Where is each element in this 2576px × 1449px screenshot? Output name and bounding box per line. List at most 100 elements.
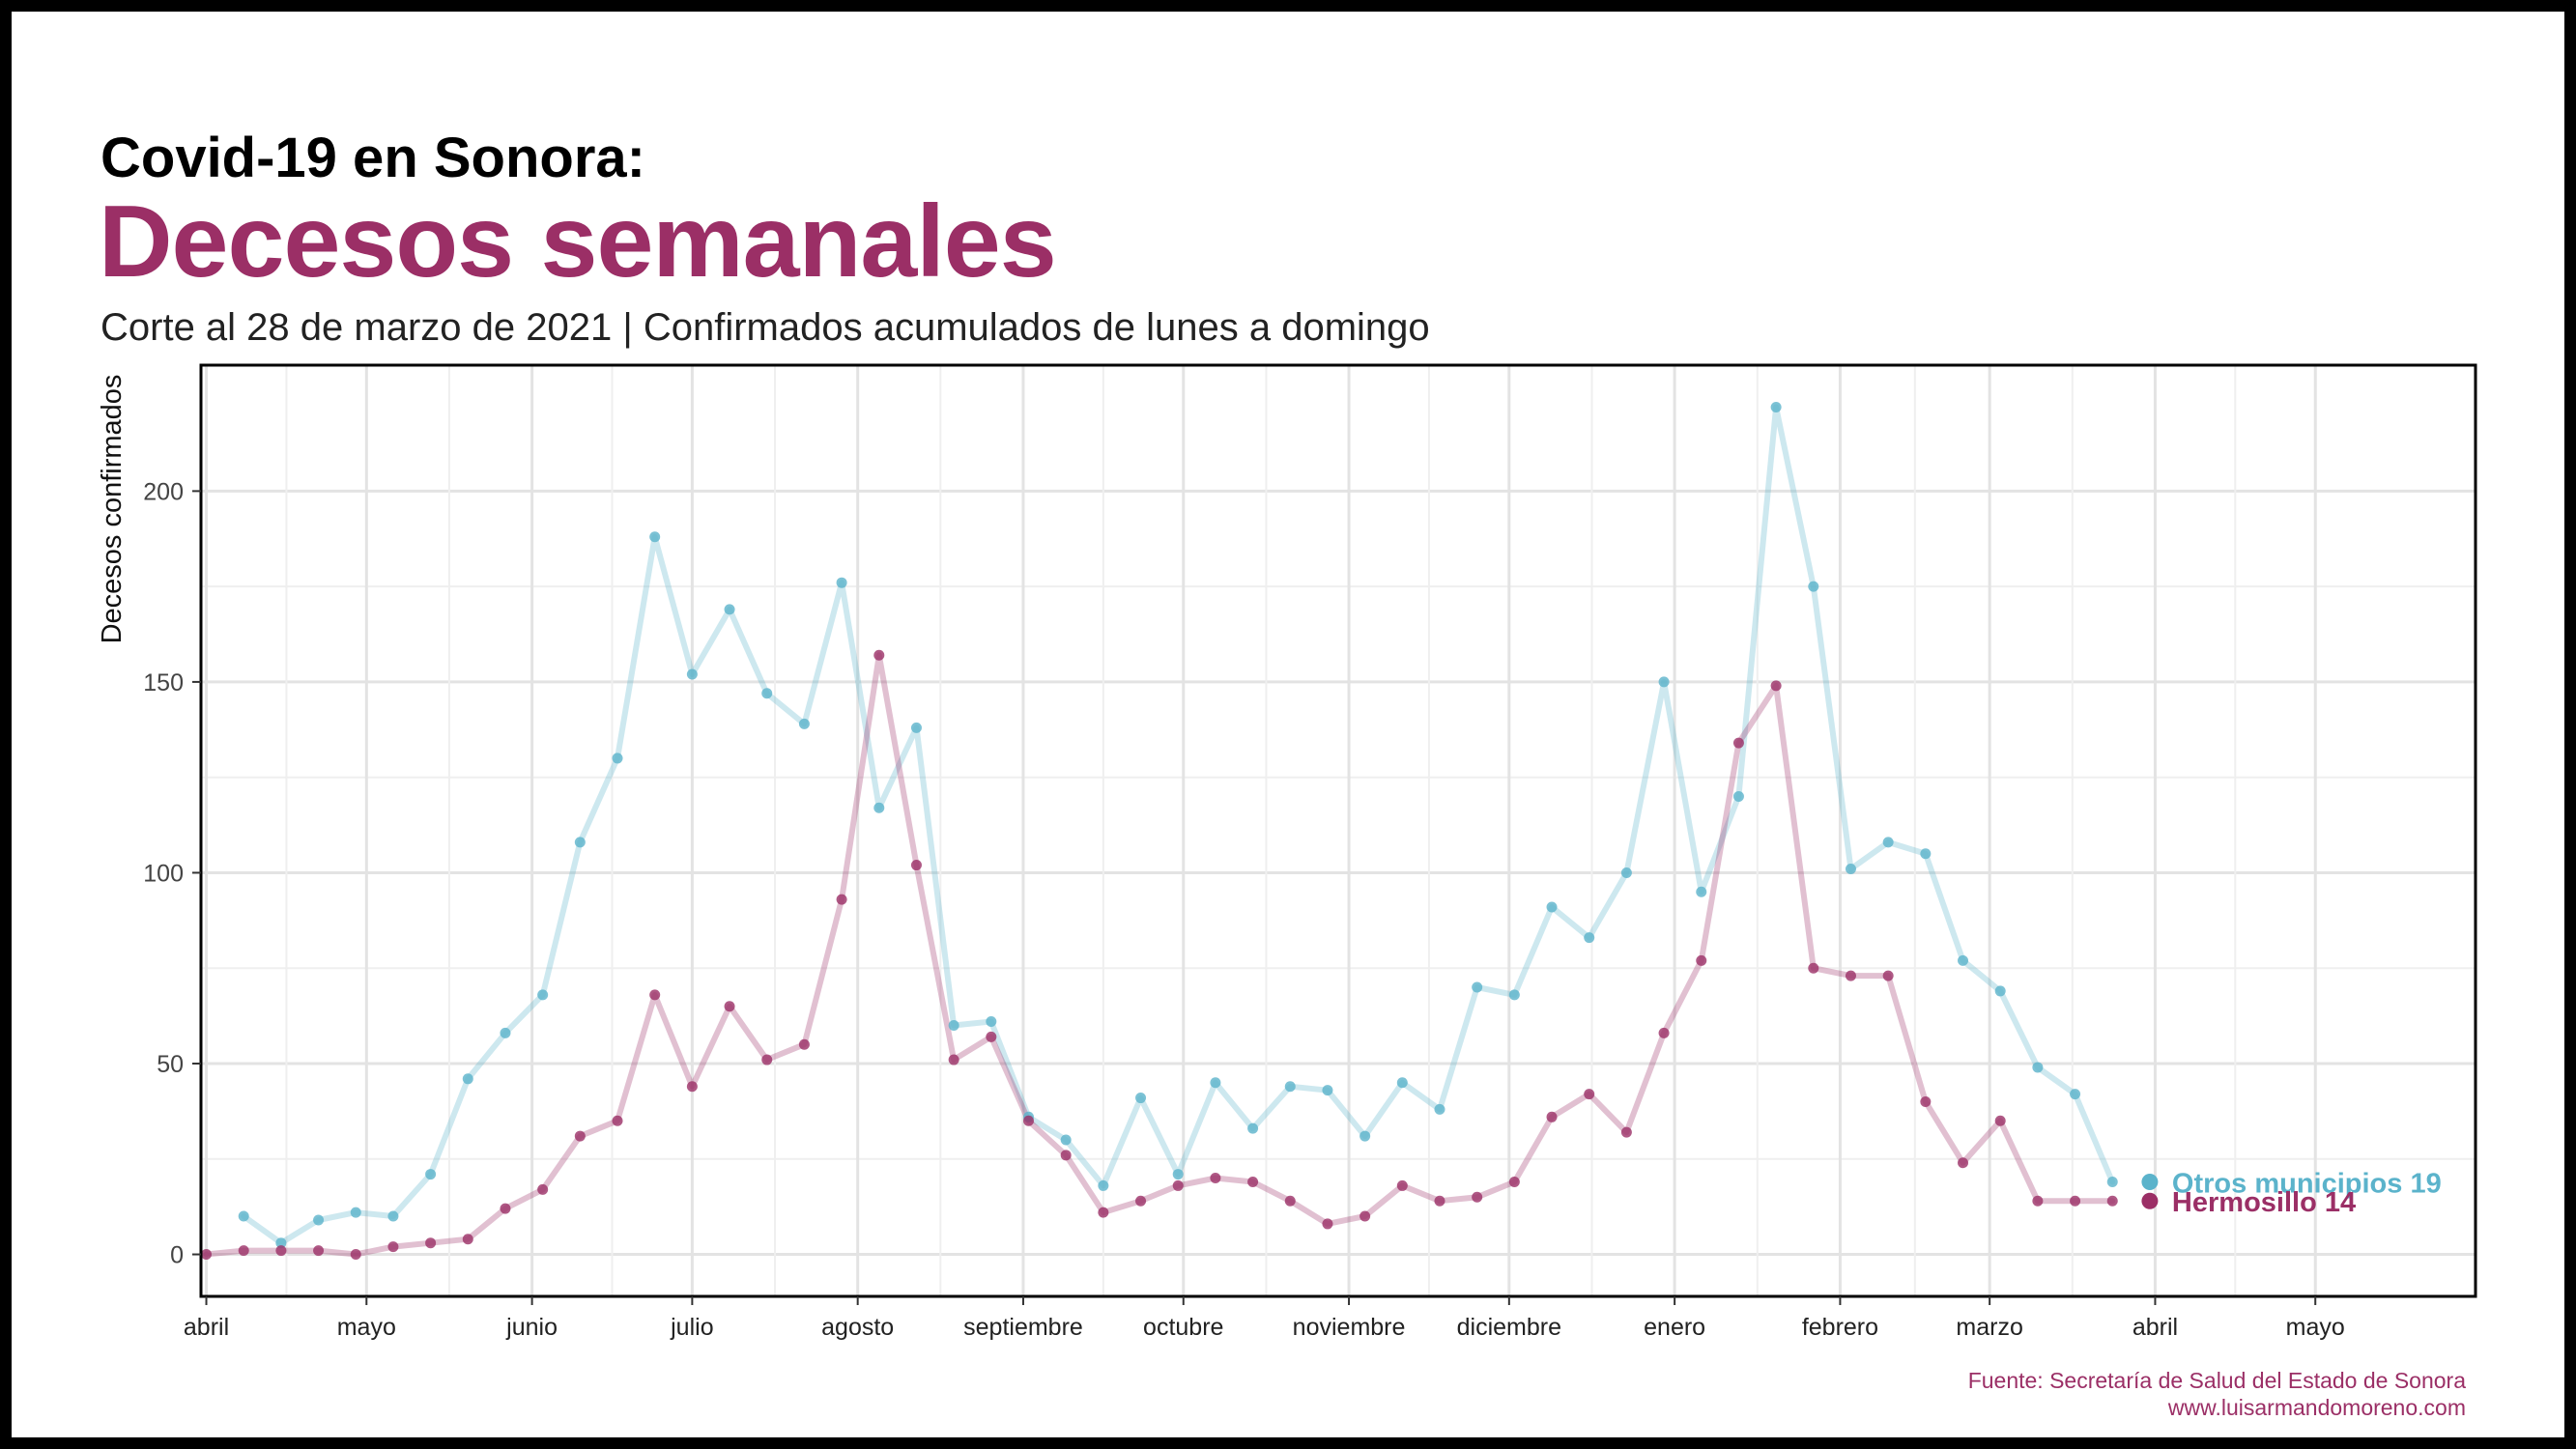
point-hermosillo xyxy=(2070,1195,2081,1207)
point-otros xyxy=(1247,1122,1259,1134)
point-hermosillo xyxy=(1434,1195,1445,1207)
point-otros xyxy=(2106,1176,2118,1187)
point-otros xyxy=(910,722,922,733)
x-tick-label: septiembre xyxy=(963,1314,1083,1341)
y-axis-title: Decesos confirmados xyxy=(97,375,128,644)
point-otros xyxy=(798,718,810,729)
point-hermosillo xyxy=(1060,1150,1072,1161)
point-hermosillo xyxy=(2106,1195,2118,1207)
point-hermosillo xyxy=(462,1234,473,1245)
point-otros xyxy=(1658,676,1670,688)
point-otros xyxy=(425,1169,437,1180)
point-hermosillo xyxy=(1845,970,1856,981)
x-tick-label: marzo xyxy=(1956,1314,2022,1341)
point-otros xyxy=(537,989,549,1001)
x-tick-label: mayo xyxy=(2286,1314,2345,1341)
x-tick-label: abril xyxy=(184,1314,229,1341)
y-tick-label: 150 xyxy=(143,669,184,696)
point-hermosillo xyxy=(836,894,847,905)
point-hermosillo xyxy=(1958,1157,1969,1169)
point-hermosillo xyxy=(686,1081,698,1093)
point-hermosillo xyxy=(1322,1218,1333,1230)
point-hermosillo xyxy=(2032,1195,2044,1207)
source-note: Fuente: Secretaría de Salud del Estado d… xyxy=(1967,1368,2466,1393)
point-otros xyxy=(1360,1130,1371,1142)
point-otros xyxy=(1994,985,2006,997)
point-otros xyxy=(761,688,773,699)
series-points xyxy=(201,401,2118,1261)
point-hermosillo xyxy=(1396,1179,1408,1191)
chart-subtitle: Corte al 28 de marzo de 2021 | Confirmad… xyxy=(100,306,1430,349)
point-otros xyxy=(1396,1077,1408,1089)
point-otros xyxy=(1434,1103,1445,1115)
point-otros xyxy=(686,668,698,680)
point-otros xyxy=(1172,1169,1184,1180)
website-credit: www.luisarmandomoreno.com xyxy=(2167,1395,2466,1420)
point-otros xyxy=(836,577,847,588)
point-hermosillo xyxy=(500,1203,511,1214)
point-otros xyxy=(724,604,735,615)
point-hermosillo xyxy=(1770,680,1782,692)
x-tick-label: noviembre xyxy=(1293,1314,1406,1341)
point-hermosillo xyxy=(1994,1115,2006,1126)
point-otros xyxy=(574,837,586,848)
point-otros xyxy=(387,1210,399,1222)
point-otros xyxy=(1060,1134,1072,1146)
grid-lines xyxy=(201,365,2476,1296)
line-otros xyxy=(241,404,2116,1246)
point-otros xyxy=(1210,1077,1221,1089)
point-otros xyxy=(612,753,623,764)
point-hermosillo xyxy=(724,1001,735,1012)
point-otros xyxy=(1958,954,1969,966)
point-hermosillo xyxy=(1098,1207,1109,1218)
point-hermosillo xyxy=(1546,1111,1558,1122)
end-label-hermosillo: Hermosillo 14 xyxy=(2172,1187,2356,1218)
point-hermosillo xyxy=(1808,962,1819,974)
x-tick-label: mayo xyxy=(337,1314,396,1341)
line-hermosillo xyxy=(203,652,2116,1258)
x-tick-label: diciembre xyxy=(1457,1314,1561,1341)
point-hermosillo xyxy=(1023,1115,1035,1126)
point-otros xyxy=(873,802,885,813)
point-hermosillo xyxy=(1696,954,1707,966)
point-otros xyxy=(1135,1093,1147,1104)
point-otros xyxy=(500,1027,511,1038)
point-hermosillo xyxy=(201,1249,213,1261)
point-hermosillo xyxy=(612,1115,623,1126)
end-label-otros: Otros municipios 19 xyxy=(2172,1168,2442,1199)
point-hermosillo xyxy=(910,860,922,871)
x-tick-label: julio xyxy=(670,1314,713,1341)
point-hermosillo xyxy=(649,989,661,1001)
y-tick-label: 0 xyxy=(170,1242,184,1269)
point-otros xyxy=(1732,790,1744,802)
plot-panel-border xyxy=(199,363,2477,1298)
point-otros xyxy=(1098,1179,1109,1191)
point-otros xyxy=(350,1207,361,1218)
point-otros xyxy=(238,1210,249,1222)
point-hermosillo xyxy=(1920,1096,1932,1108)
x-tick-label: abril xyxy=(2132,1314,2178,1341)
point-hermosillo xyxy=(1247,1176,1259,1187)
point-otros xyxy=(1472,981,1483,993)
chart-supertitle: Covid-19 en Sonora: xyxy=(100,127,645,189)
point-hermosillo xyxy=(1172,1179,1184,1191)
point-hermosillo xyxy=(1508,1176,1520,1187)
point-otros xyxy=(1508,989,1520,1001)
point-otros xyxy=(1882,837,1894,848)
point-otros xyxy=(1845,864,1856,875)
point-otros xyxy=(1322,1085,1333,1096)
point-hermosillo xyxy=(1882,970,1894,981)
point-hermosillo xyxy=(1360,1210,1371,1222)
point-otros xyxy=(1546,901,1558,913)
end-marker-hermosillo xyxy=(2141,1192,2159,1209)
point-otros xyxy=(1620,867,1632,878)
point-hermosillo xyxy=(986,1031,997,1042)
point-hermosillo xyxy=(1584,1089,1595,1100)
point-hermosillo xyxy=(313,1245,325,1257)
point-otros xyxy=(1920,848,1932,860)
point-hermosillo xyxy=(238,1245,249,1257)
point-otros xyxy=(1284,1081,1296,1093)
x-tick-label: agosto xyxy=(821,1314,894,1341)
point-otros xyxy=(2070,1089,2081,1100)
